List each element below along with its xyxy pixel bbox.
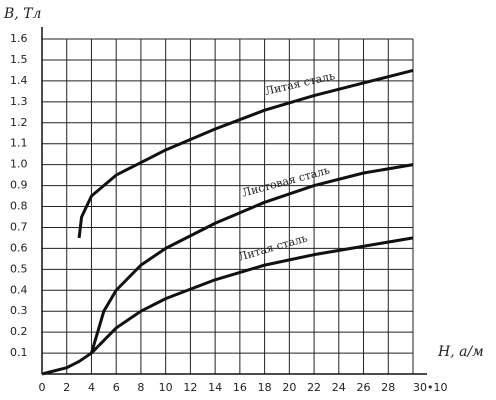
y-tick-label: 1.3 — [10, 95, 28, 108]
x-tick-label: 12 — [183, 381, 197, 394]
y-tick-label: 1.5 — [10, 53, 28, 66]
x-tick-label: 0 — [39, 381, 46, 394]
y-tick-label: 1.4 — [10, 74, 28, 87]
y-tick-label: 0.6 — [10, 241, 28, 254]
x-tick-label: 6 — [113, 381, 120, 394]
y-tick-label: 1.2 — [10, 116, 28, 129]
x-tick-label: 22 — [307, 381, 321, 394]
x-tick-label: 18 — [258, 381, 272, 394]
y-tick-label: 0.7 — [10, 220, 28, 233]
x-axis-label: H, а/м — [437, 344, 484, 360]
x-tick-label: 20 — [282, 381, 296, 394]
y-tick-label: 0.8 — [10, 200, 28, 213]
x-tick-label: 8 — [137, 381, 144, 394]
y-tick-label: 0.9 — [10, 179, 28, 192]
y-tick-label: 1.0 — [10, 158, 28, 171]
y-axis-label: B, Тл — [3, 6, 41, 22]
x-tick-label: 16 — [233, 381, 247, 394]
x-tick-label: 28 — [381, 381, 395, 394]
x-tick-label: 4 — [88, 381, 95, 394]
line — [41, 236, 414, 376]
line — [77, 68, 414, 239]
x-tick-label: 30•10 — [413, 381, 447, 394]
y-tick-label: 0.1 — [10, 346, 28, 359]
y-tick-label: 0.2 — [10, 325, 28, 338]
line — [90, 163, 414, 354]
x-tick-label: 10 — [159, 381, 173, 394]
x-tick-label: 14 — [208, 381, 222, 394]
y-tick-label: 1.1 — [10, 137, 28, 150]
x-tick-label: 2 — [63, 381, 70, 394]
y-tick-label: 0.5 — [10, 262, 28, 275]
y-tick-label: 0.3 — [10, 304, 28, 317]
y-tick-label: 1.6 — [10, 32, 28, 45]
x-tick-label: 24 — [332, 381, 346, 394]
x-tick-label: 26 — [357, 381, 371, 394]
y-tick-label: 0.4 — [10, 283, 28, 296]
